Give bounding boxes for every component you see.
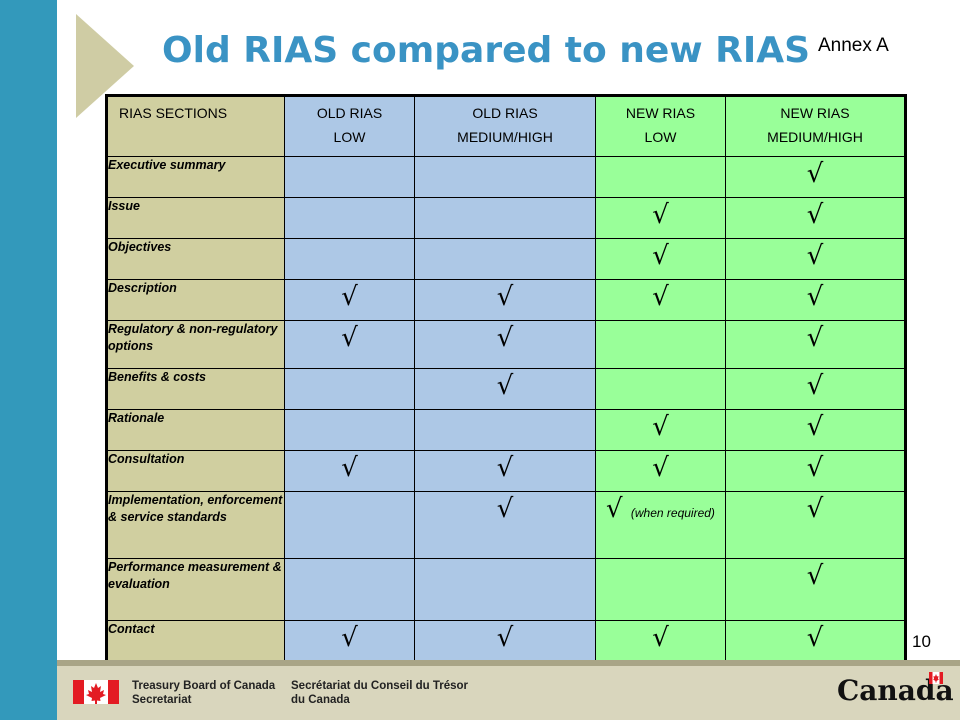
row-label: Description — [106, 279, 285, 321]
row-label: Issue — [106, 197, 285, 239]
footer: Treasury Board of Canada Secretariat Sec… — [57, 666, 960, 720]
table-row: Performance measurement & evaluation √ — [106, 558, 906, 621]
check-mark: √ — [606, 494, 623, 524]
check-mark: √ — [725, 279, 906, 321]
table-row: Consultation √ √ √ √ — [106, 450, 906, 492]
header-new-rias-medium-high: NEW RIAS MEDIUM/HIGH — [725, 95, 906, 157]
table-row: Implementation, enforcement & service st… — [106, 491, 906, 559]
check-mark: √ — [595, 409, 726, 451]
check-mark: √ — [595, 620, 726, 662]
check-mark: √ — [595, 450, 726, 492]
footer-english-name: Treasury Board of Canada Secretariat — [132, 680, 276, 706]
check-mark — [284, 491, 415, 559]
check-mark: √ — [725, 197, 906, 239]
table-row: Description √ √ √ √ — [106, 279, 906, 321]
check-mark — [284, 409, 415, 451]
check-mark: √ — [284, 620, 415, 662]
check-mark: √ — [725, 368, 906, 410]
check-mark: √ — [595, 238, 726, 280]
page-title: Old RIAS compared to new RIAS — [162, 30, 811, 71]
check-mark — [414, 238, 596, 280]
footer-french-name: Secrétariat du Conseil du Trésor du Cana… — [291, 680, 469, 706]
row-label: Implementation, enforcement & service st… — [106, 491, 285, 559]
annex-label: Annex A — [818, 35, 889, 56]
wordmark-flag-icon — [929, 672, 943, 684]
row-label: Performance measurement & evaluation — [106, 558, 285, 621]
check-mark: √ — [414, 368, 596, 410]
check-mark: √ — [414, 620, 596, 662]
row-label: Executive summary — [106, 156, 285, 198]
check-mark: √ — [414, 491, 596, 559]
check-mark: √ — [595, 279, 726, 321]
table-header-row: RIAS SECTIONS OLD RIAS LOW OLD RIAS MEDIUM… — [106, 95, 906, 157]
table-row: Benefits & costs √ √ — [106, 368, 906, 410]
header-new-rias-low: NEW RIAS LOW — [595, 95, 726, 157]
check-mark — [595, 320, 726, 369]
left-accent-bar — [0, 0, 57, 720]
check-mark: √ — [725, 156, 906, 198]
check-mark-with-note: √ (when required) — [595, 491, 726, 559]
check-mark: √ — [414, 450, 596, 492]
when-required-note: (when required) — [630, 506, 715, 520]
check-mark — [414, 156, 596, 198]
check-mark: √ — [725, 491, 906, 559]
check-mark — [414, 558, 596, 621]
row-label: Regulatory & non-regulatory options — [106, 320, 285, 369]
check-mark: √ — [284, 450, 415, 492]
footer-stripe — [0, 660, 960, 666]
page-number: 10 — [912, 632, 931, 651]
check-mark — [284, 197, 415, 239]
check-mark: √ — [725, 409, 906, 451]
rias-comparison-table: RIAS SECTIONS OLD RIAS LOW OLD RIAS MEDIUM… — [105, 94, 907, 663]
check-mark: √ — [414, 279, 596, 321]
table-row: Issue √ √ — [106, 197, 906, 239]
table-row: Regulatory & non-regulatory options √ √ … — [106, 320, 906, 369]
table-row: Objectives √ √ — [106, 238, 906, 280]
check-mark: √ — [725, 620, 906, 662]
check-mark — [284, 156, 415, 198]
check-mark: √ — [284, 320, 415, 369]
header-old-rias-medium-high: OLD RIAS MEDIUM/HIGH — [414, 95, 596, 157]
header-rias-sections: RIAS SECTIONS — [106, 95, 285, 157]
check-mark: √ — [595, 197, 726, 239]
check-mark: √ — [414, 320, 596, 369]
check-mark — [284, 558, 415, 621]
table-row: Executive summary √ — [106, 156, 906, 198]
row-label: Contact — [106, 620, 285, 662]
table-row: Rationale √ √ — [106, 409, 906, 451]
row-label: Benefits & costs — [106, 368, 285, 410]
header-old-rias-low: OLD RIAS LOW — [284, 95, 415, 157]
check-mark: √ — [725, 450, 906, 492]
footer-left-block — [0, 660, 57, 720]
row-label: Consultation — [106, 450, 285, 492]
check-mark — [414, 409, 596, 451]
check-mark — [595, 368, 726, 410]
row-label: Objectives — [106, 238, 285, 280]
check-mark — [595, 156, 726, 198]
canada-flag-icon — [73, 680, 119, 704]
check-mark — [414, 197, 596, 239]
check-mark: √ — [725, 558, 906, 621]
check-mark: √ — [284, 279, 415, 321]
check-mark — [284, 238, 415, 280]
check-mark — [595, 558, 726, 621]
check-mark: √ — [725, 320, 906, 369]
check-mark: √ — [725, 238, 906, 280]
table-row: Contact √ √ √ √ — [106, 620, 906, 662]
row-label: Rationale — [106, 409, 285, 451]
check-mark — [284, 368, 415, 410]
